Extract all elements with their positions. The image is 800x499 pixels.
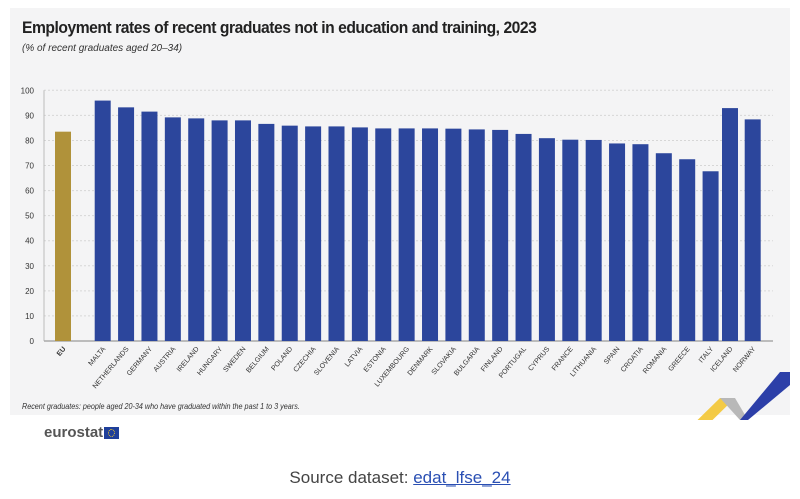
- bar-france: [562, 139, 579, 341]
- x-tick-label: BELGIUM: [245, 346, 271, 375]
- y-tick-label: 40: [25, 237, 34, 246]
- bar-belgium: [258, 123, 275, 341]
- x-tick-label: EU: [56, 346, 68, 358]
- x-tick-label: CROATIA: [620, 346, 645, 374]
- x-tick-label: CZECHIA: [293, 346, 318, 374]
- bar-slovenia: [328, 126, 345, 341]
- bar-eu: [55, 131, 71, 341]
- bar-romania: [655, 153, 672, 341]
- bar-czechia: [305, 126, 322, 341]
- bar-norway: [744, 119, 761, 342]
- bar-bulgaria: [468, 129, 485, 341]
- y-tick-label: 30: [25, 262, 34, 271]
- x-tick-label: ROMANIA: [642, 346, 669, 376]
- bar-spain: [609, 143, 626, 341]
- x-tick-label: LATVIA: [344, 346, 365, 369]
- x-tick-label: IRELAND: [176, 346, 201, 374]
- bar-luxembourg: [398, 128, 415, 341]
- x-tick-label: NORWAY: [732, 346, 757, 374]
- bar-iceland: [722, 108, 738, 341]
- chart-subtitle: (% of recent graduates aged 20–34): [22, 43, 183, 54]
- bar-finland: [492, 129, 509, 341]
- x-tick-label: FINLAND: [480, 346, 505, 373]
- y-tick-label: 10: [25, 312, 34, 321]
- bar-estonia: [375, 128, 392, 341]
- bar-greece: [679, 159, 696, 341]
- x-tick-label: SPAIN: [603, 346, 622, 366]
- eu-flag-icon: [104, 426, 120, 439]
- chart-title: Employment rates of recent graduates not…: [22, 18, 537, 37]
- y-tick-label: 50: [25, 212, 34, 221]
- bar-latvia: [351, 127, 368, 342]
- y-tick-label: 90: [25, 111, 34, 120]
- x-tick-label: GREECE: [667, 346, 692, 373]
- bar-sweden: [234, 120, 251, 341]
- bar-germany: [141, 111, 158, 341]
- x-tick-label: ITALY: [698, 346, 715, 365]
- x-tick-label: MALTA: [88, 346, 108, 368]
- source-label: Source dataset:: [289, 468, 409, 487]
- source-line: Source dataset: edat_lfse_24: [0, 468, 800, 488]
- bar-austria: [164, 117, 181, 341]
- bar-slovakia: [445, 128, 462, 341]
- decor-blue-stripe: [740, 372, 790, 420]
- y-tick-label: 100: [21, 86, 35, 95]
- bar-italy: [702, 171, 719, 341]
- bar-lithuania: [585, 139, 602, 341]
- y-tick-label: 20: [25, 287, 34, 296]
- y-tick-label: 0: [30, 337, 35, 346]
- x-tick-label: AUSTRIA: [153, 346, 178, 374]
- source-dataset-link[interactable]: edat_lfse_24: [413, 468, 511, 487]
- bar-cyprus: [538, 138, 555, 341]
- bar-poland: [281, 125, 298, 341]
- x-tick-label: FRANCE: [551, 346, 575, 373]
- bar-ireland: [188, 118, 205, 341]
- y-tick-label: 60: [25, 187, 34, 196]
- bar-hungary: [211, 120, 228, 341]
- y-tick-label: 80: [25, 136, 34, 145]
- x-tick-label: ESTONIA: [363, 346, 388, 374]
- bar-portugal: [515, 133, 532, 341]
- bar-netherlands: [118, 107, 135, 342]
- x-tick-label: SWEDEN: [222, 346, 247, 374]
- y-tick-label: 70: [25, 162, 34, 171]
- chart-note: Recent graduates: people aged 20-34 who …: [22, 402, 300, 411]
- x-tick-label: POLAND: [270, 346, 294, 373]
- eurostat-logo: eurostat: [44, 424, 120, 441]
- bar-denmark: [422, 128, 439, 341]
- x-tick-label: CYPRUS: [527, 346, 551, 373]
- bar-croatia: [632, 144, 649, 341]
- decor-gray-stripe: [720, 398, 748, 420]
- bar-malta: [94, 100, 111, 341]
